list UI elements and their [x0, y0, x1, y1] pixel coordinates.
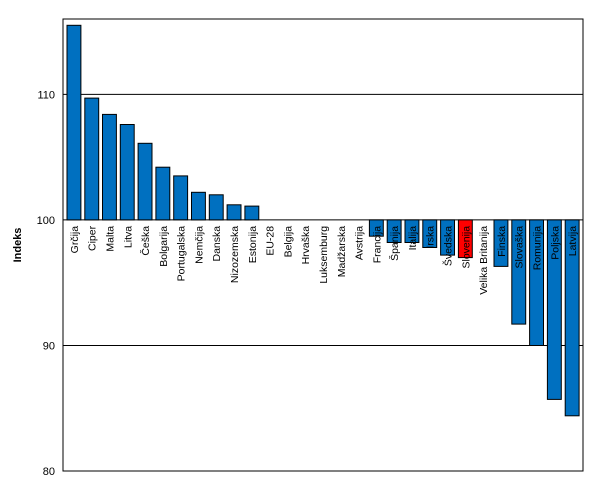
- bar: [137, 142, 153, 221]
- category-label: Slovaška: [514, 226, 526, 269]
- category-label: Poljska: [549, 226, 561, 260]
- category-label: Portugalska: [176, 226, 188, 282]
- bar: [511, 219, 527, 325]
- bar: [368, 219, 384, 237]
- category-label: Irska: [425, 226, 437, 249]
- y-tick-label: 100: [37, 215, 55, 227]
- category-label: Estonija: [247, 226, 259, 264]
- bar: [66, 24, 82, 221]
- category-label: Malta: [104, 226, 116, 252]
- y-tick-label: 90: [43, 340, 55, 352]
- category-label: Litva: [122, 226, 134, 248]
- bar: [440, 219, 456, 256]
- y-tick-label: 110: [37, 89, 55, 101]
- bar: [226, 204, 242, 221]
- category-label: Velika Britanija: [478, 226, 490, 295]
- bar: [546, 219, 562, 400]
- y-axis-title: Indeks: [12, 228, 24, 263]
- bar: [404, 219, 420, 243]
- bar: [386, 219, 402, 243]
- category-label: Hrvaška: [300, 226, 312, 265]
- category-label: Grčija: [69, 226, 81, 254]
- bar: [422, 219, 438, 248]
- category-label: Bolgarija: [158, 226, 170, 267]
- bars: [66, 24, 580, 417]
- category-label: EU-28: [265, 226, 277, 256]
- category-label: Nizozemska: [229, 226, 241, 283]
- category-label: Nemčija: [193, 226, 205, 264]
- category-label: Italija: [407, 226, 419, 251]
- category-label: Švedska: [442, 226, 455, 266]
- plot-frame: [62, 18, 584, 472]
- bar: [493, 219, 509, 267]
- category-label: Belgija: [282, 226, 294, 258]
- bar: [102, 113, 117, 221]
- category-label: Slovenija: [460, 226, 472, 269]
- bar: [457, 219, 473, 259]
- category-label: Španija: [388, 226, 401, 261]
- category-label: Madžarska: [336, 226, 348, 278]
- category-label: Francija: [371, 226, 383, 264]
- bar: [244, 205, 260, 221]
- category-labels: Grčija Ciper Malta Litva Češka Bolgarija Portu…: [69, 225, 579, 294]
- bar: [173, 175, 189, 221]
- bar: [84, 97, 100, 221]
- bar: [529, 219, 544, 346]
- bar: [564, 219, 580, 417]
- bar: [191, 191, 206, 221]
- category-label: Luksemburg: [318, 226, 330, 284]
- category-label: Ciper: [87, 225, 99, 251]
- y-tick-labels: 80 90 100 110: [37, 89, 55, 478]
- y-tick-label: 80: [43, 466, 55, 478]
- category-label: Romunija: [532, 226, 544, 271]
- bar: [208, 194, 224, 221]
- category-label: Češka: [139, 226, 152, 256]
- category-label: Finska: [496, 226, 508, 257]
- category-label: Latvija: [567, 226, 579, 257]
- category-label: Danska: [211, 226, 223, 262]
- bar: [155, 166, 171, 221]
- bar: [119, 124, 135, 221]
- category-label: Avstrija: [354, 226, 366, 260]
